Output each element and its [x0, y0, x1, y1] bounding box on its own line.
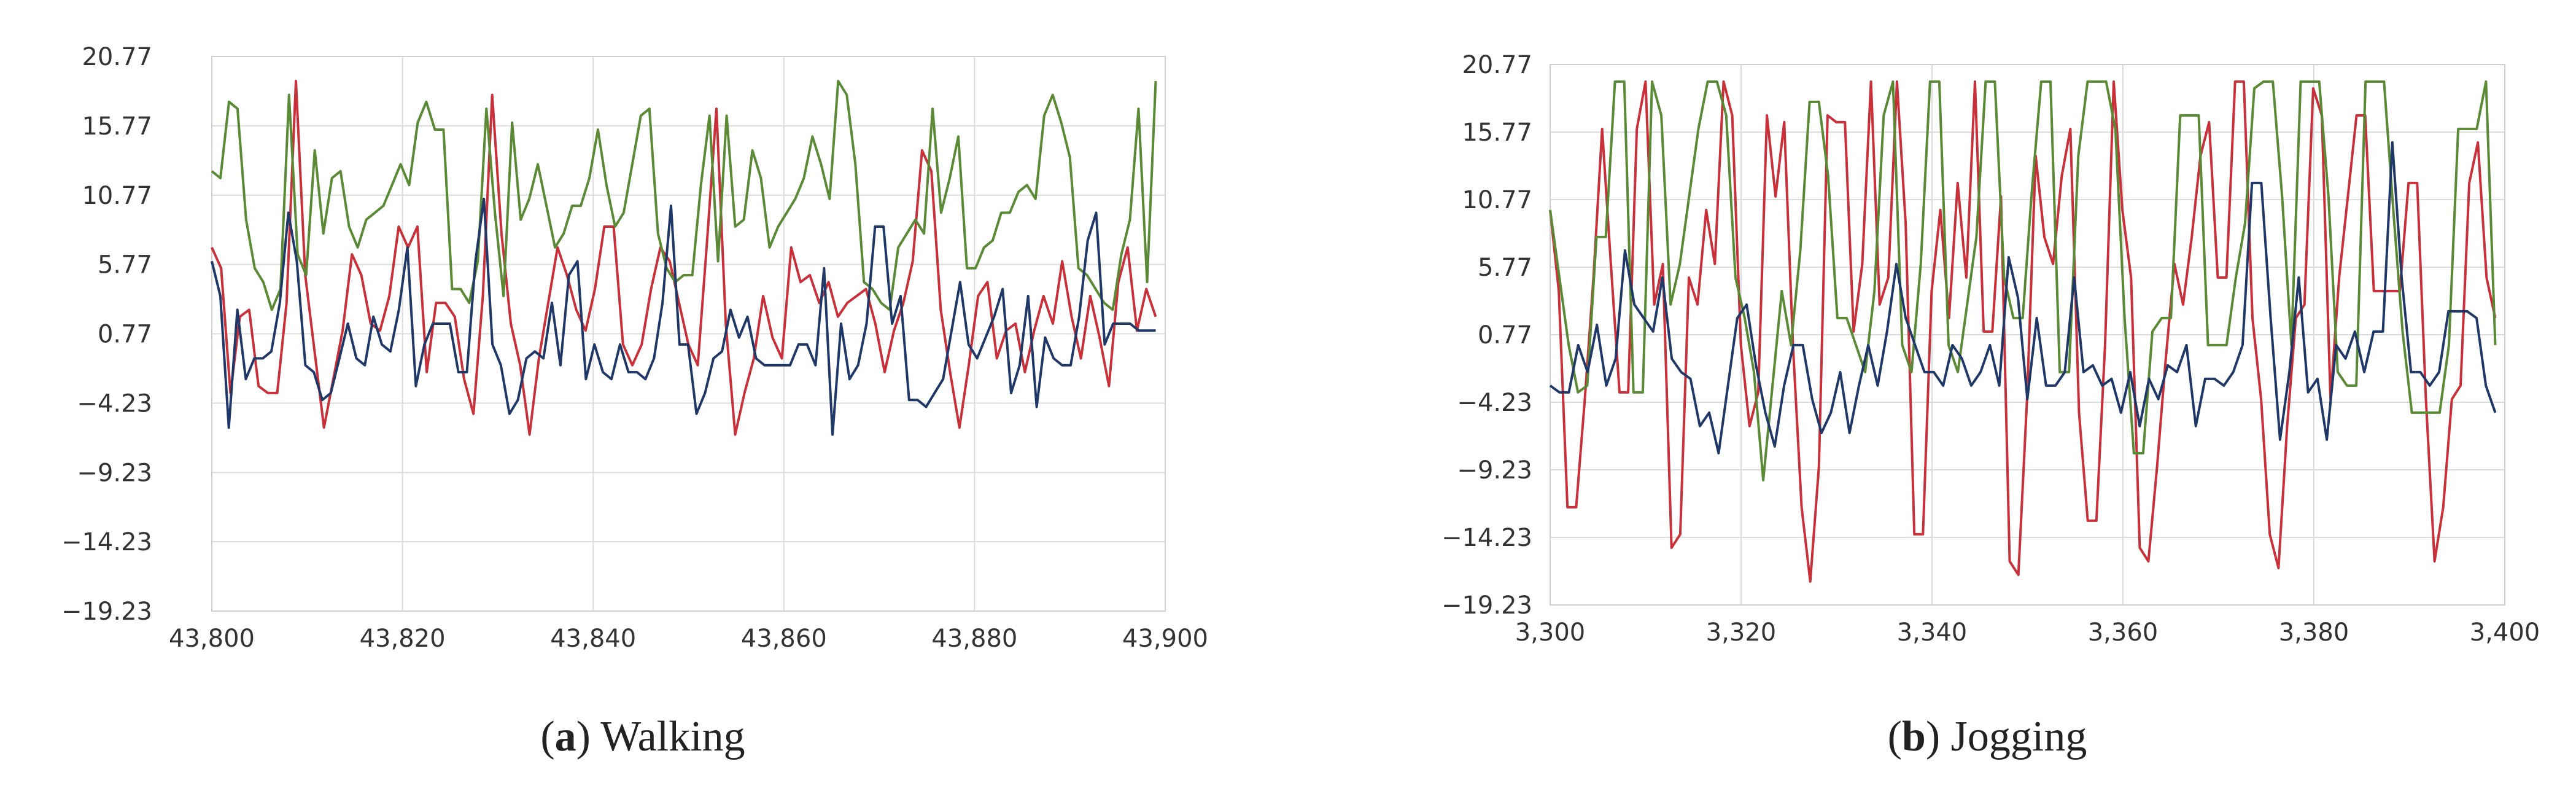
caption-label-b: b — [1901, 713, 1926, 760]
series-line-1 — [1549, 80, 2497, 583]
y-tick-label: 15.77 — [82, 112, 152, 141]
y-tick-label: 20.77 — [1462, 51, 1532, 79]
series-line-1 — [211, 80, 1157, 436]
caption-text-a: Walking — [600, 713, 745, 760]
x-tick-label: 43,840 — [550, 625, 636, 653]
y-tick-label: 10.77 — [1462, 186, 1532, 214]
series-line-3 — [1549, 141, 2497, 454]
caption-label-a: a — [554, 713, 576, 760]
plot-frame — [1550, 64, 2505, 606]
panel-b: 20.77 15.77 10.77 5.77 0.77 −4.23 −9.23 −14.23 −… — [1288, 0, 2576, 804]
y-tick-label: 0.77 — [1478, 321, 1532, 349]
y-tick-label: 0.77 — [98, 321, 152, 349]
caption-jogging: (b) Jogging — [1887, 713, 2087, 760]
x-tick-label: 3,300 — [1515, 618, 1586, 647]
chart-jogging: 20.77 15.77 10.77 5.77 0.77 −4.23 −9.23 −14.23 −… — [1441, 51, 2540, 647]
y-tick-label: −9.23 — [77, 459, 152, 487]
y-tick-label: 10.77 — [82, 182, 152, 210]
y-tick-label: −4.23 — [77, 389, 152, 418]
y-tick-label: −14.23 — [1441, 524, 1532, 552]
series-line-2 — [211, 80, 1157, 311]
x-tick-label: 3,400 — [2470, 618, 2540, 647]
x-tick-label: 3,360 — [2088, 618, 2159, 647]
y-tick-label: 5.77 — [1478, 254, 1532, 282]
y-tick-label: 15.77 — [1462, 119, 1532, 147]
series-line-2 — [1549, 80, 2497, 481]
y-tick-label: −9.23 — [1457, 456, 1532, 485]
x-tick-label: 3,380 — [2279, 618, 2349, 647]
y-tick-label: 20.77 — [82, 43, 152, 71]
grid — [211, 56, 1166, 612]
series-line-3 — [211, 197, 1156, 436]
y-tick-label: 5.77 — [98, 251, 152, 279]
x-tick-label: 3,340 — [1897, 618, 1968, 647]
x-tick-label: 43,900 — [1122, 625, 1208, 653]
plot-frame — [211, 56, 1166, 612]
y-tick-label: −19.23 — [1441, 591, 1532, 620]
chart-walking: 20.77 15.77 10.77 5.77 0.77 −4.23 −9.23 −14.23 −… — [61, 43, 1208, 653]
caption-walking: (a) Walking — [540, 713, 745, 760]
x-tick-label: 3,320 — [1706, 618, 1777, 647]
caption-text-b: Jogging — [1950, 713, 2087, 760]
panel-a: 20.77 15.77 10.77 5.77 0.77 −4.23 −9.23 −14.23 −… — [0, 0, 1288, 804]
x-tick-label: 43,820 — [360, 625, 446, 653]
y-tick-label: −14.23 — [61, 528, 152, 556]
y-tick-label: −4.23 — [1457, 389, 1532, 417]
grid — [1550, 64, 2505, 606]
x-tick-label: 43,800 — [169, 625, 255, 653]
x-tick-label: 43,880 — [931, 625, 1017, 653]
x-tick-label: 43,860 — [741, 625, 827, 653]
y-tick-label: −19.23 — [61, 598, 152, 626]
